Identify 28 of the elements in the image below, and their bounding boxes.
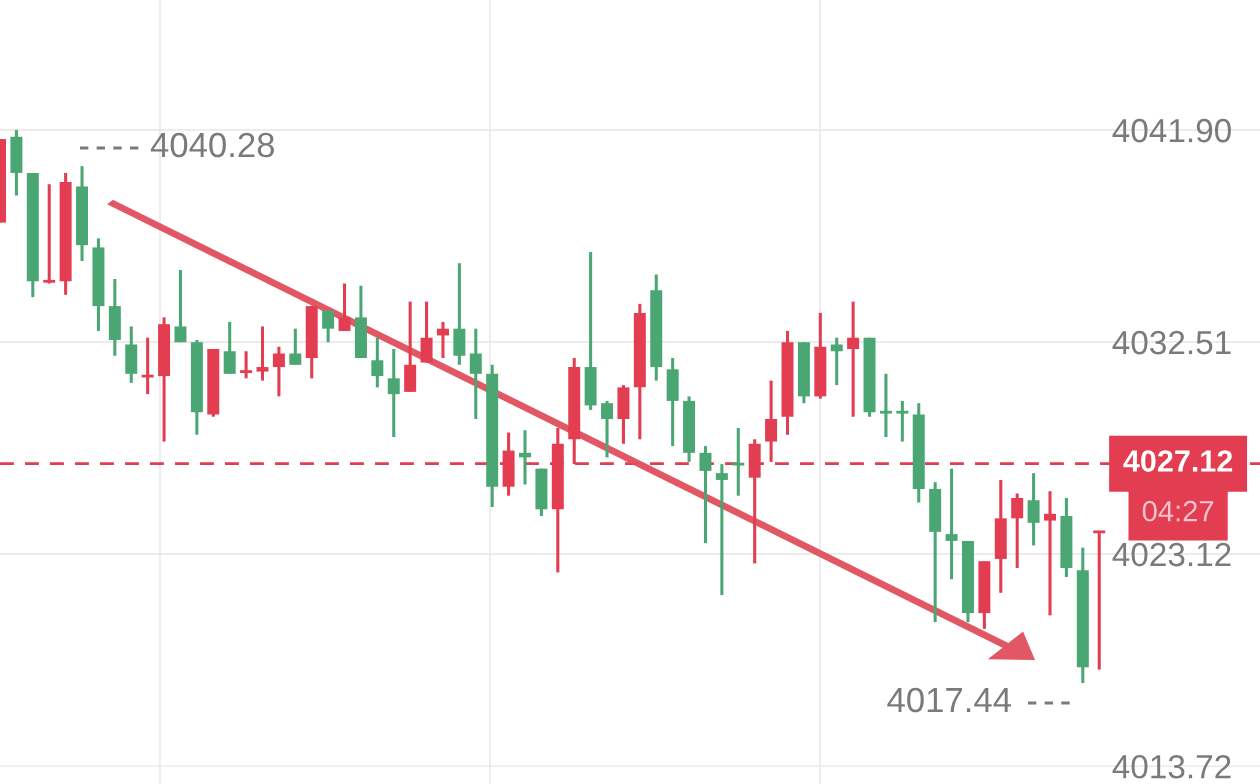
- annotation: 4040.28: [150, 132, 274, 158]
- y-tick-label: 4032.51: [1112, 330, 1231, 355]
- candlestick: [223, 320, 236, 374]
- candlestick: [830, 337, 843, 387]
- candlestick: [387, 349, 400, 439]
- y-tick-label: 4013.72: [1112, 754, 1231, 779]
- candlestick: [1011, 493, 1024, 568]
- y-tick-label: 4041.90: [1112, 118, 1231, 143]
- ref-line-label: 4027.12: [1123, 450, 1233, 472]
- candlestick: [469, 328, 482, 419]
- candlestick: [371, 337, 384, 388]
- candlestick: [1044, 491, 1056, 616]
- candlestick: [174, 269, 187, 344]
- candlestick: [601, 399, 614, 458]
- candlestick: [338, 283, 351, 331]
- candlestick: [945, 468, 958, 580]
- candlestick: [256, 326, 269, 381]
- candlestick: [289, 328, 302, 365]
- annotation: 4017.44: [887, 687, 1011, 713]
- candlestick: [322, 310, 335, 344]
- candlestick: [1027, 473, 1040, 546]
- text: 04:27: [1142, 500, 1214, 522]
- candlestick: [765, 380, 778, 462]
- candlestick: [272, 346, 285, 397]
- y-tick-label: 4023.12: [1112, 542, 1231, 567]
- candlestick: [847, 301, 860, 417]
- candlestick: [699, 446, 712, 545]
- candlestick: [715, 464, 728, 597]
